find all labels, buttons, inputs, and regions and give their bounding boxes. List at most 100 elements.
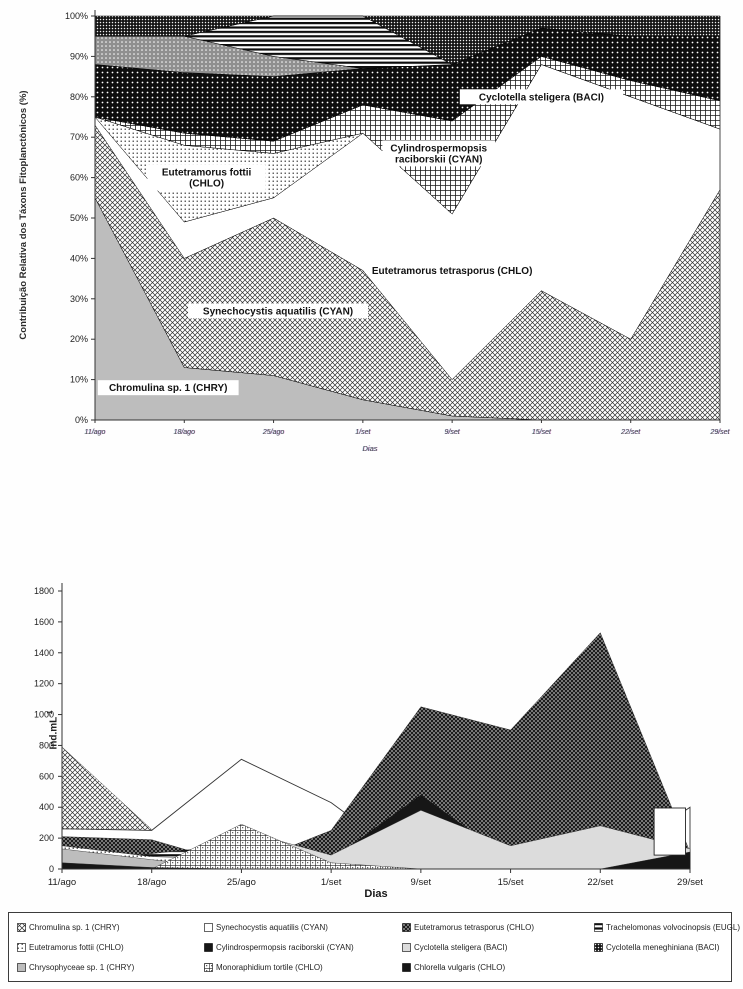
legend-item: Chrysophyceae sp. 1 (CHRY) bbox=[17, 963, 204, 972]
chart-legend: Chromulina sp. 1 (CHRY) Synechocystis aqu… bbox=[8, 912, 740, 982]
top-chart-areas bbox=[94, 15, 721, 421]
svg-text:80%: 80% bbox=[70, 92, 88, 102]
svg-text:1600: 1600 bbox=[34, 617, 54, 627]
svg-text:200: 200 bbox=[39, 833, 54, 843]
svg-text:0%: 0% bbox=[75, 415, 88, 425]
svg-text:Cyclotella steligera (BACI): Cyclotella steligera (BACI) bbox=[479, 92, 604, 103]
legend-item-label: Chrysophyceae sp. 1 (CHRY) bbox=[29, 962, 135, 972]
legend-item: Eutetramorus tetrasporus (CHLO) bbox=[402, 923, 594, 932]
fineCheck-swatch-icon bbox=[594, 942, 603, 952]
label-box bbox=[97, 380, 239, 396]
bottom-x-axis-title: Dias bbox=[364, 888, 388, 900]
svg-text:60%: 60% bbox=[70, 173, 88, 183]
svg-text:9/set: 9/set bbox=[445, 429, 461, 436]
svg-text:18/ago: 18/ago bbox=[174, 429, 196, 436]
svg-text:(CHLO): (CHLO) bbox=[189, 179, 224, 190]
legend-item-label: Synechocystis aquatilis (CYAN) bbox=[216, 922, 328, 932]
svg-text:Eutetramorus tetrasporus (CHLO: Eutetramorus tetrasporus (CHLO) bbox=[372, 266, 533, 277]
gray-swatch-icon bbox=[17, 962, 26, 972]
svg-text:1800: 1800 bbox=[34, 586, 54, 596]
label-box bbox=[147, 164, 266, 191]
svg-text:Cylindrospermopsis: Cylindrospermopsis bbox=[390, 143, 487, 154]
svg-text:1400: 1400 bbox=[34, 648, 54, 658]
legend-item-label: Cyclotella steligera (BACI) bbox=[414, 942, 508, 952]
svg-text:25/ago: 25/ago bbox=[227, 877, 256, 888]
svg-text:9/set: 9/set bbox=[411, 877, 432, 888]
bottom-chart-areas bbox=[61, 632, 691, 870]
svg-text:20%: 20% bbox=[70, 334, 88, 344]
legend-item: Chromulina sp. 1 (CHRY) bbox=[17, 923, 204, 932]
empty-annotation-box bbox=[653, 807, 686, 856]
svg-text:1000: 1000 bbox=[34, 710, 54, 720]
bottom-y-axis-title: Ind.mL-1 bbox=[44, 691, 60, 769]
svg-text:0: 0 bbox=[49, 864, 54, 874]
lightGray-swatch-icon bbox=[402, 942, 411, 952]
svg-text:40%: 40% bbox=[70, 253, 88, 263]
legend-item: Trachelomonas volvocinopsis (EUGL) bbox=[594, 923, 740, 932]
legend-item-label: Monoraphidium tortile (CHLO) bbox=[216, 962, 323, 972]
legend-item-label: Chlorella vulgaris (CHLO) bbox=[414, 962, 506, 972]
svg-text:1200: 1200 bbox=[34, 679, 54, 689]
legend-item-label: Eutetramorus tetrasporus (CHLO) bbox=[414, 922, 535, 932]
legend-item-label: Cyclotella meneghiniana (BACI) bbox=[606, 942, 720, 952]
legend-item: Eutetramorus fottii (CHLO) bbox=[17, 943, 204, 952]
svg-text:15/set: 15/set bbox=[532, 429, 552, 436]
svg-text:Eutetramorus fottii: Eutetramorus fottii bbox=[162, 168, 252, 179]
top-y-axis-title: Contribuição Relativa dos Táxons Fitopla… bbox=[18, 90, 29, 340]
legend-item-label: Cylindrospermopsis raciborskii (CYAN) bbox=[216, 942, 354, 952]
black-swatch-icon bbox=[402, 962, 411, 972]
diagCross-swatch-icon bbox=[17, 922, 26, 932]
svg-text:30%: 30% bbox=[70, 294, 88, 304]
svg-text:11/ago: 11/ago bbox=[48, 877, 76, 888]
top-chart-axes bbox=[94, 10, 721, 421]
legend-item: Cylindrospermopsis raciborskii (CYAN) bbox=[204, 943, 402, 952]
svg-text:Chromulina sp. 1 (CHRY): Chromulina sp. 1 (CHRY) bbox=[109, 383, 228, 394]
svg-text:22/set: 22/set bbox=[587, 877, 613, 888]
svg-text:18/ago: 18/ago bbox=[137, 877, 166, 888]
svg-text:11/ago: 11/ago bbox=[85, 429, 106, 436]
svg-text:25/ago: 25/ago bbox=[262, 429, 285, 436]
svg-text:90%: 90% bbox=[70, 51, 88, 61]
label-box bbox=[382, 140, 496, 167]
plusGrid-swatch-icon bbox=[204, 962, 213, 972]
label-box bbox=[459, 89, 624, 105]
bottom-chart-x-tick-labels: 11/ago 18/ago 25/ago 1/set 9/set 15/set 22/set… bbox=[48, 869, 703, 888]
relative-contribution-stacked-area-chart: 0%10%20%30%40%50%60%70%80%90%100%11/ago 1… bbox=[65, 10, 731, 436]
top-chart-x-tick-labels: 11/ago 18/ago 25/ago 1/set 9/set 15/set 22/set… bbox=[85, 420, 731, 436]
bottom-y-axis-title-exponent: -1 bbox=[47, 710, 54, 717]
svg-text:50%: 50% bbox=[70, 213, 88, 223]
legend-item: Monoraphidium tortile (CHLO) bbox=[204, 963, 402, 972]
label-box bbox=[188, 303, 369, 319]
black-swatch-icon bbox=[204, 942, 213, 952]
svg-text:600: 600 bbox=[39, 771, 54, 781]
svg-text:29/set: 29/set bbox=[709, 429, 730, 436]
dotsLight-swatch-icon bbox=[17, 942, 26, 952]
legend-item: Chlorella vulgaris (CHLO) bbox=[402, 963, 594, 972]
legend-item-label: Trachelomonas volvocinopsis (EUGL) bbox=[606, 922, 740, 932]
svg-text:400: 400 bbox=[39, 802, 54, 812]
top-chart-y-tick-labels: 0% 10% 20% 30% 40% 50% 60% 70% 80% 90% 100% bbox=[65, 11, 95, 425]
legend-item-label: Eutetramorus fottii (CHLO) bbox=[29, 942, 124, 952]
svg-text:1/set: 1/set bbox=[355, 429, 371, 436]
svg-text:29/set: 29/set bbox=[677, 877, 703, 888]
darkCross-swatch-icon bbox=[402, 922, 411, 932]
legend-item-label: Chromulina sp. 1 (CHRY) bbox=[29, 922, 120, 932]
legend-item: Synechocystis aquatilis (CYAN) bbox=[204, 923, 402, 932]
top-chart-series-labels: Chromulina sp. 1 (CHRY) Synechocystis aqu… bbox=[97, 89, 624, 396]
svg-text:15/set: 15/set bbox=[498, 877, 524, 888]
svg-text:10%: 10% bbox=[70, 375, 88, 385]
svg-text:800: 800 bbox=[39, 740, 54, 750]
svg-text:Synechocystis aquatilis (CYAN): Synechocystis aquatilis (CYAN) bbox=[203, 306, 353, 317]
svg-text:1/set: 1/set bbox=[321, 877, 342, 888]
svg-text:raciborskii (CYAN): raciborskii (CYAN) bbox=[395, 154, 482, 165]
hStripes-swatch-icon bbox=[594, 922, 603, 932]
svg-text:22/set: 22/set bbox=[620, 429, 641, 436]
legend-item: Cyclotella steligera (BACI) bbox=[402, 943, 594, 952]
bottom-y-axis-title-text: Ind.mL bbox=[48, 716, 60, 750]
svg-text:100%: 100% bbox=[65, 11, 88, 21]
bottom-chart-y-tick-labels: 0 200 400 600 800 1000 1200 1400 1600 1800 bbox=[34, 586, 62, 874]
bottom-chart-axes bbox=[61, 583, 690, 870]
legend-item: Cyclotella meneghiniana (BACI) bbox=[594, 943, 740, 952]
